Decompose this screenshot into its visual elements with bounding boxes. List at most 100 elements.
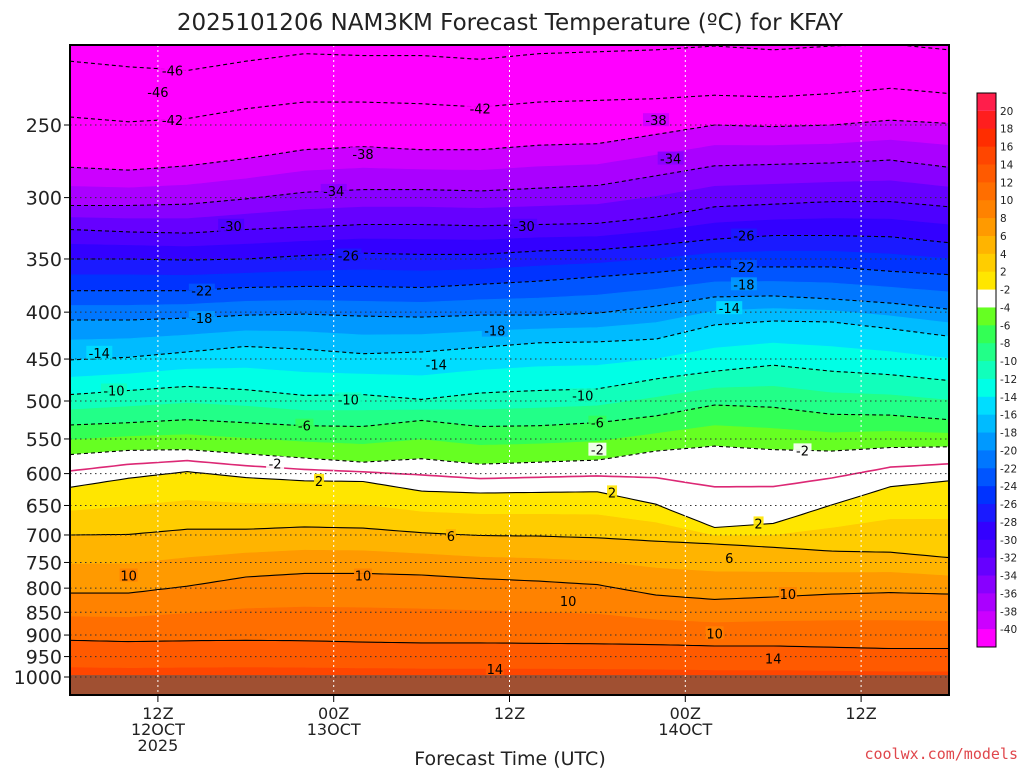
x-tick-label: 12Z [494, 704, 525, 723]
colorbar-swatch [977, 432, 996, 451]
isotherm-label: -38 [352, 148, 373, 163]
isotherm-label-bg [335, 392, 362, 406]
colorbar-label: -8 [1000, 338, 1010, 350]
isotherm-label-bg [511, 218, 538, 232]
isotherm--38 [70, 119, 949, 171]
isotherm-label: -30 [514, 220, 535, 235]
isotherm-label: -42 [162, 114, 183, 129]
isotherm-label: 14 [765, 653, 782, 668]
isotherm-label-bg [119, 568, 138, 582]
isotherm-label-bg [716, 301, 743, 315]
colorbar-label: 6 [1000, 231, 1007, 243]
isotherm-label: -2 [269, 458, 282, 473]
isotherm-label-bg [481, 323, 508, 337]
isotherm--10 [70, 364, 949, 400]
colorbar-swatch [977, 200, 996, 219]
isotherm-label: 10 [780, 588, 797, 603]
isotherm-label: 2 [315, 475, 323, 490]
colorbar-label: 14 [1000, 159, 1014, 171]
isotherm-label: -6 [298, 420, 311, 435]
isotherm--6 [70, 404, 949, 427]
isotherm-label-bg [159, 113, 186, 127]
colorbar-label: -36 [1000, 588, 1017, 600]
isotherm-label-bg [657, 151, 684, 165]
colorbar-label: 2 [1000, 267, 1007, 279]
isotherm-label: 14 [487, 663, 504, 678]
y-tick-label: 250 [26, 115, 62, 137]
isotherm-14 [70, 639, 949, 650]
x-tick-label: 13OCT [307, 720, 361, 739]
isotherm-label: -14 [89, 347, 110, 362]
colorbar-label: 12 [1000, 177, 1013, 189]
colorbar-swatch [977, 396, 996, 416]
isotherm-label-bg [753, 516, 764, 530]
isotherm-label-bg [350, 147, 376, 161]
colorbar-swatch [977, 486, 996, 505]
colorbar-swatch [977, 182, 996, 201]
credit-link[interactable]: coolwx.com/models [864, 745, 1018, 763]
isotherm-label: -18 [484, 325, 505, 340]
colorbar-swatch [977, 504, 996, 523]
colorbar-swatch [977, 575, 996, 594]
y-tick-label: 450 [26, 349, 62, 371]
isotherm-label-bg [778, 587, 797, 601]
x-tick-label: 00Z [670, 704, 701, 723]
y-tick-label: 850 [26, 602, 62, 624]
y-tick-label: 800 [26, 578, 62, 600]
colorbar-swatch [977, 343, 996, 362]
colorbar-swatch [977, 557, 996, 577]
isotherm-label: 10 [355, 570, 372, 585]
colorbar-label: -12 [1000, 374, 1017, 386]
y-tick-label: 300 [26, 188, 62, 210]
isotherm-label-bg [314, 473, 325, 487]
isotherm-label: -2 [591, 444, 604, 459]
y-tick-label: 650 [26, 495, 62, 517]
y-axis: 2503003504004505005506006507007508008509… [14, 115, 70, 689]
isotherm-label: -22 [191, 285, 212, 300]
x-tick-label: 12Z [142, 704, 173, 723]
isotherm-label-bg [730, 228, 757, 242]
colorbar-swatch [977, 378, 996, 398]
isotherm-label-bg [320, 183, 347, 197]
colorbar-swatch [977, 593, 996, 612]
colorbar-label: -18 [1000, 428, 1017, 440]
isotherm-label: -42 [470, 103, 491, 118]
isotherm--34 [70, 159, 949, 207]
x-tick-label: 12Z [845, 704, 876, 723]
isotherm-label: -22 [733, 261, 754, 276]
colorbar-label: 18 [1000, 124, 1013, 136]
colorbar-swatch [977, 110, 996, 130]
colorbar-label: 10 [1000, 195, 1013, 207]
isotherm-label-bg [335, 248, 362, 262]
x-tick-label: 2025 [138, 736, 179, 755]
colorbar-swatch [977, 218, 996, 237]
colorbar-swatch [977, 629, 996, 648]
isotherm-label: -2 [796, 444, 809, 459]
isotherm-label: 6 [447, 530, 455, 545]
x-tick-label: 00Z [318, 704, 349, 723]
y-tick-label: 1000 [14, 667, 62, 689]
isotherm-label-bg [100, 383, 127, 397]
isotherm-label: 2 [608, 486, 616, 501]
isotherm-2 [70, 471, 949, 529]
isotherm-label-bg [764, 651, 783, 665]
colorbar-swatch [977, 235, 996, 255]
isotherm-label-bg [354, 568, 372, 582]
colorbar-label: -10 [1000, 356, 1017, 368]
colorbar-label: -20 [1000, 445, 1017, 457]
isotherm-label: 10 [706, 627, 723, 642]
isotherm-label-bg [218, 218, 245, 232]
colorbar-label: -4 [1000, 302, 1011, 314]
isotherm-label: 6 [725, 552, 733, 567]
x-axis-label: Forecast Time (UTC) [414, 748, 605, 768]
y-tick-label: 750 [26, 552, 62, 574]
colorbar-label: -30 [1000, 535, 1017, 547]
colorbar-label: -28 [1000, 517, 1017, 529]
y-tick-label: 600 [26, 464, 62, 486]
colorbar-label: -2 [1000, 285, 1010, 297]
isotherm-label: -26 [338, 250, 359, 265]
isotherm-label: -6 [591, 417, 604, 432]
colorbar-swatch [977, 93, 996, 111]
colorbar-label: -40 [1000, 624, 1017, 636]
